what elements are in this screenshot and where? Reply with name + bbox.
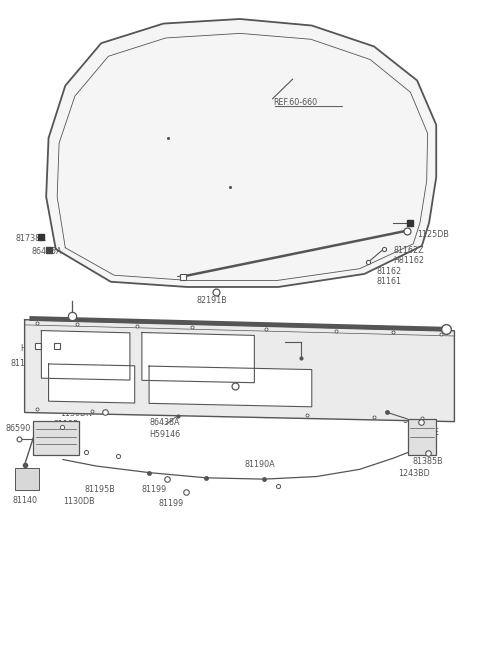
Text: 1125DB: 1125DB [417,230,449,239]
Text: 86438A: 86438A [149,418,180,427]
Text: 81190A: 81190A [245,460,276,469]
Text: 81162: 81162 [376,267,402,276]
Text: H81125: H81125 [20,344,51,353]
Text: 81385B: 81385B [412,457,443,466]
Text: 81130: 81130 [82,400,107,409]
FancyBboxPatch shape [408,419,436,455]
Text: 81180E: 81180E [410,428,440,437]
Polygon shape [41,331,130,380]
Polygon shape [142,333,254,383]
Text: 86590: 86590 [5,424,31,434]
Text: 81738A: 81738A [15,234,46,243]
Text: H59146: H59146 [149,430,180,440]
Polygon shape [48,364,135,403]
Text: H81162: H81162 [393,256,424,265]
FancyBboxPatch shape [15,468,39,489]
Text: 81126: 81126 [10,359,36,368]
Text: REF.60-660: REF.60-660 [274,98,318,107]
Text: 1130DN: 1130DN [60,409,93,419]
Text: 82191B: 82191B [197,295,228,305]
Polygon shape [46,19,436,287]
Text: 1243BD: 1243BD [398,470,430,478]
Text: 81195B: 81195B [84,485,115,494]
Text: 1130DB: 1130DB [63,497,95,506]
FancyBboxPatch shape [33,421,79,455]
Text: 81180: 81180 [403,416,428,425]
Text: 81199: 81199 [158,500,184,508]
Polygon shape [24,320,455,422]
Text: 83133: 83133 [295,344,320,353]
Text: 1731JB: 1731JB [56,318,84,327]
Text: 81162Z: 81162Z [393,246,424,255]
Text: 81195: 81195 [53,420,79,429]
Text: 81140: 81140 [12,496,37,504]
Text: 81161: 81161 [376,277,401,286]
Text: 86415A: 86415A [32,247,62,256]
Polygon shape [149,366,312,407]
Text: 1221AE: 1221AE [379,405,409,414]
Text: 81199: 81199 [142,485,167,494]
Text: 86420: 86420 [295,331,320,341]
